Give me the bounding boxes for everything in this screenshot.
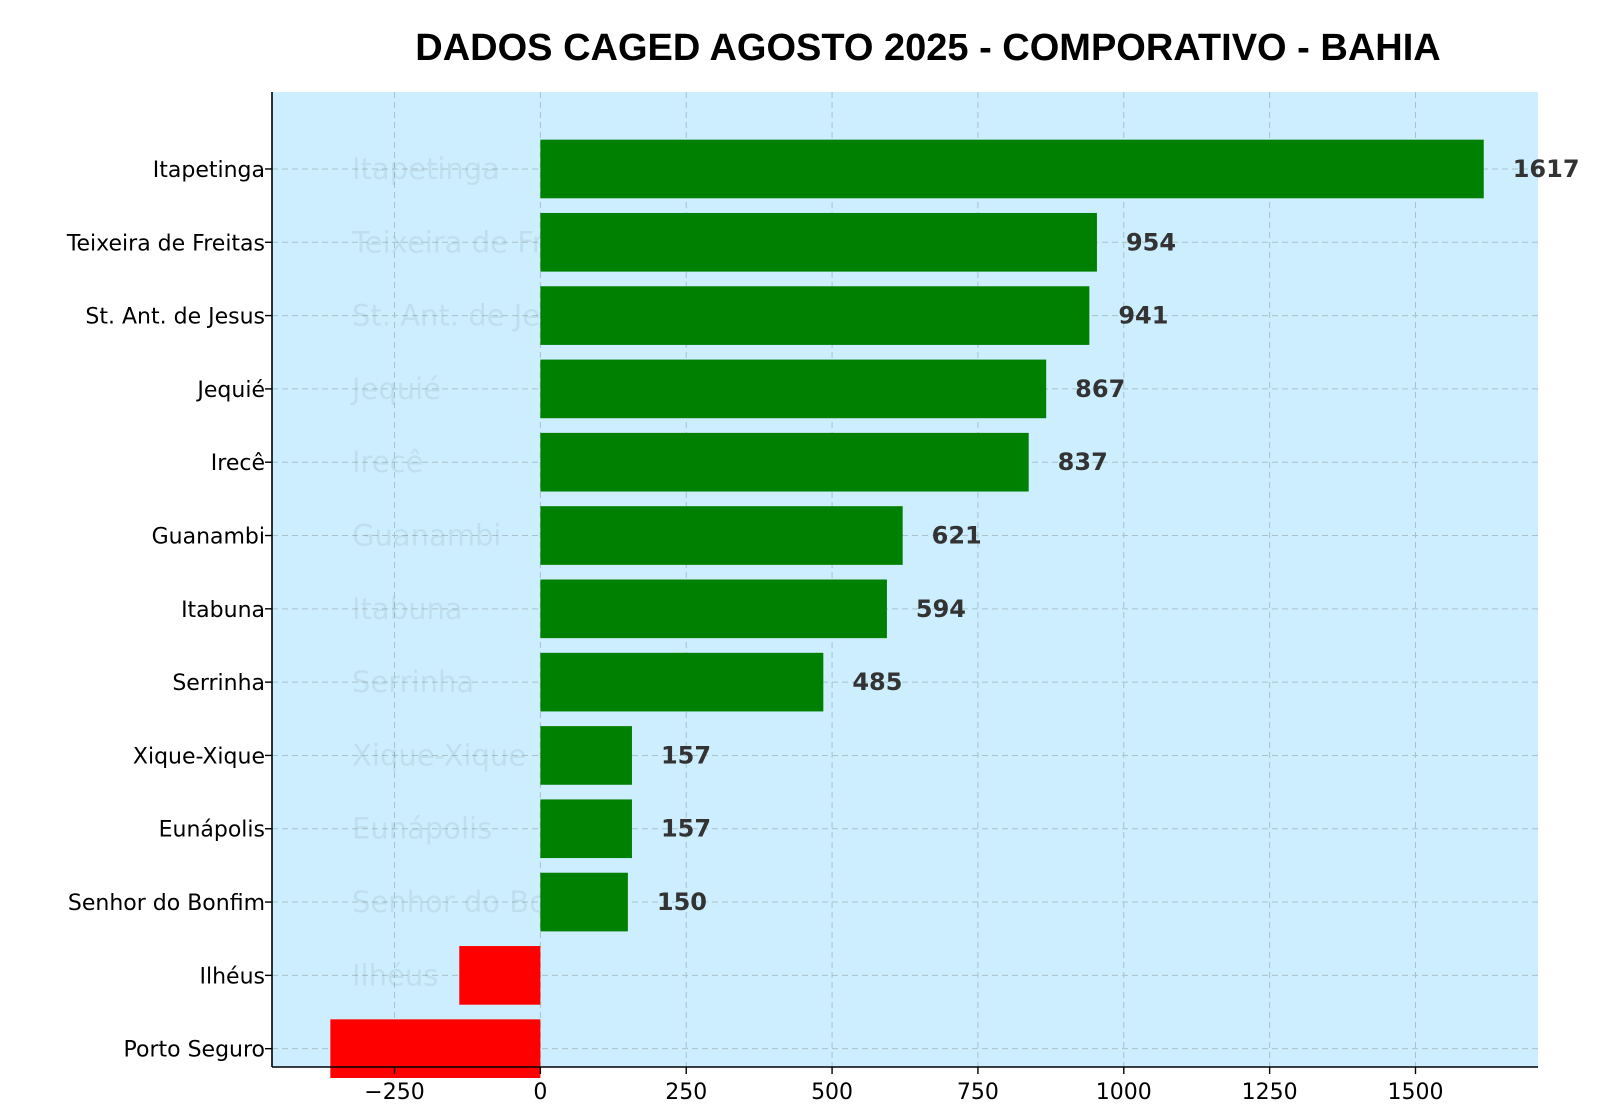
x-tick-label: 0 xyxy=(533,1080,547,1105)
watermark-label: Jequié xyxy=(350,372,441,406)
category-label: Porto Seguro xyxy=(124,1038,266,1063)
data-label: 594 xyxy=(916,595,966,623)
bar xyxy=(540,799,632,859)
x-tick-label: 1000 xyxy=(1096,1080,1152,1105)
bar xyxy=(540,872,628,932)
data-label: 837 xyxy=(1058,448,1108,476)
bar xyxy=(540,432,1029,492)
data-label: 157 xyxy=(661,741,711,769)
watermark-label: Serrinha xyxy=(352,665,474,699)
category-label: Irecê xyxy=(211,451,265,476)
x-tick-label: 250 xyxy=(665,1080,707,1105)
bar xyxy=(540,286,1090,345)
bar xyxy=(540,359,1047,419)
data-label: 150 xyxy=(657,888,707,916)
x-tick-label: 1500 xyxy=(1387,1080,1443,1105)
bar xyxy=(540,139,1484,199)
data-label: 157 xyxy=(661,815,711,843)
labels: Itapetinga Teixeira de Freitas St. Ant. de… xyxy=(66,155,1580,1063)
watermark-label: Guanambi xyxy=(352,519,502,553)
x-tick-label: 1250 xyxy=(1242,1080,1298,1105)
bar xyxy=(330,1019,541,1078)
bar xyxy=(540,212,1097,272)
category-label: Serrinha xyxy=(172,671,265,696)
category-label: Senhor do Bonfim xyxy=(68,891,265,916)
bar xyxy=(540,579,887,639)
bar xyxy=(540,726,632,785)
axes: −250 0 250 500 750 1000 1250 1500 xyxy=(265,92,1538,1105)
data-label: 954 xyxy=(1126,228,1176,256)
category-label: Guanambi xyxy=(152,525,265,550)
watermark-label: Ilhéus xyxy=(352,958,438,992)
x-tick-label: 500 xyxy=(811,1080,853,1105)
watermark-label: Irecê xyxy=(352,445,423,479)
watermark-label: Xique-Xique xyxy=(352,738,526,772)
bar xyxy=(459,946,541,1005)
category-label: Ilhéus xyxy=(200,964,265,989)
x-tick-label: 750 xyxy=(957,1080,999,1105)
x-tick-label: −250 xyxy=(364,1080,424,1105)
category-label: Eunápolis xyxy=(159,818,265,843)
category-label: Teixeira de Freitas xyxy=(66,231,265,256)
watermark-label: Eunápolis xyxy=(352,812,492,846)
data-label: 1617 xyxy=(1513,155,1580,183)
category-label: Jequié xyxy=(195,378,265,403)
data-label: 941 xyxy=(1118,302,1168,330)
bar xyxy=(540,506,903,565)
category-label: Xique-Xique xyxy=(133,744,265,769)
data-label: 621 xyxy=(932,522,982,550)
category-label: Itabuna xyxy=(181,598,265,623)
watermark-label: Itabuna xyxy=(352,592,463,626)
watermark-label: Itapetinga xyxy=(352,152,500,186)
bar xyxy=(540,652,824,712)
bars xyxy=(330,139,1484,1078)
category-label: St. Ant. de Jesus xyxy=(85,305,265,330)
category-label: Itapetinga xyxy=(153,158,265,183)
chart-title: DADOS CAGED AGOSTO 2025 - COMPORATIVO - … xyxy=(415,27,1440,69)
data-label: 867 xyxy=(1075,375,1125,403)
data-label: 485 xyxy=(852,668,902,696)
